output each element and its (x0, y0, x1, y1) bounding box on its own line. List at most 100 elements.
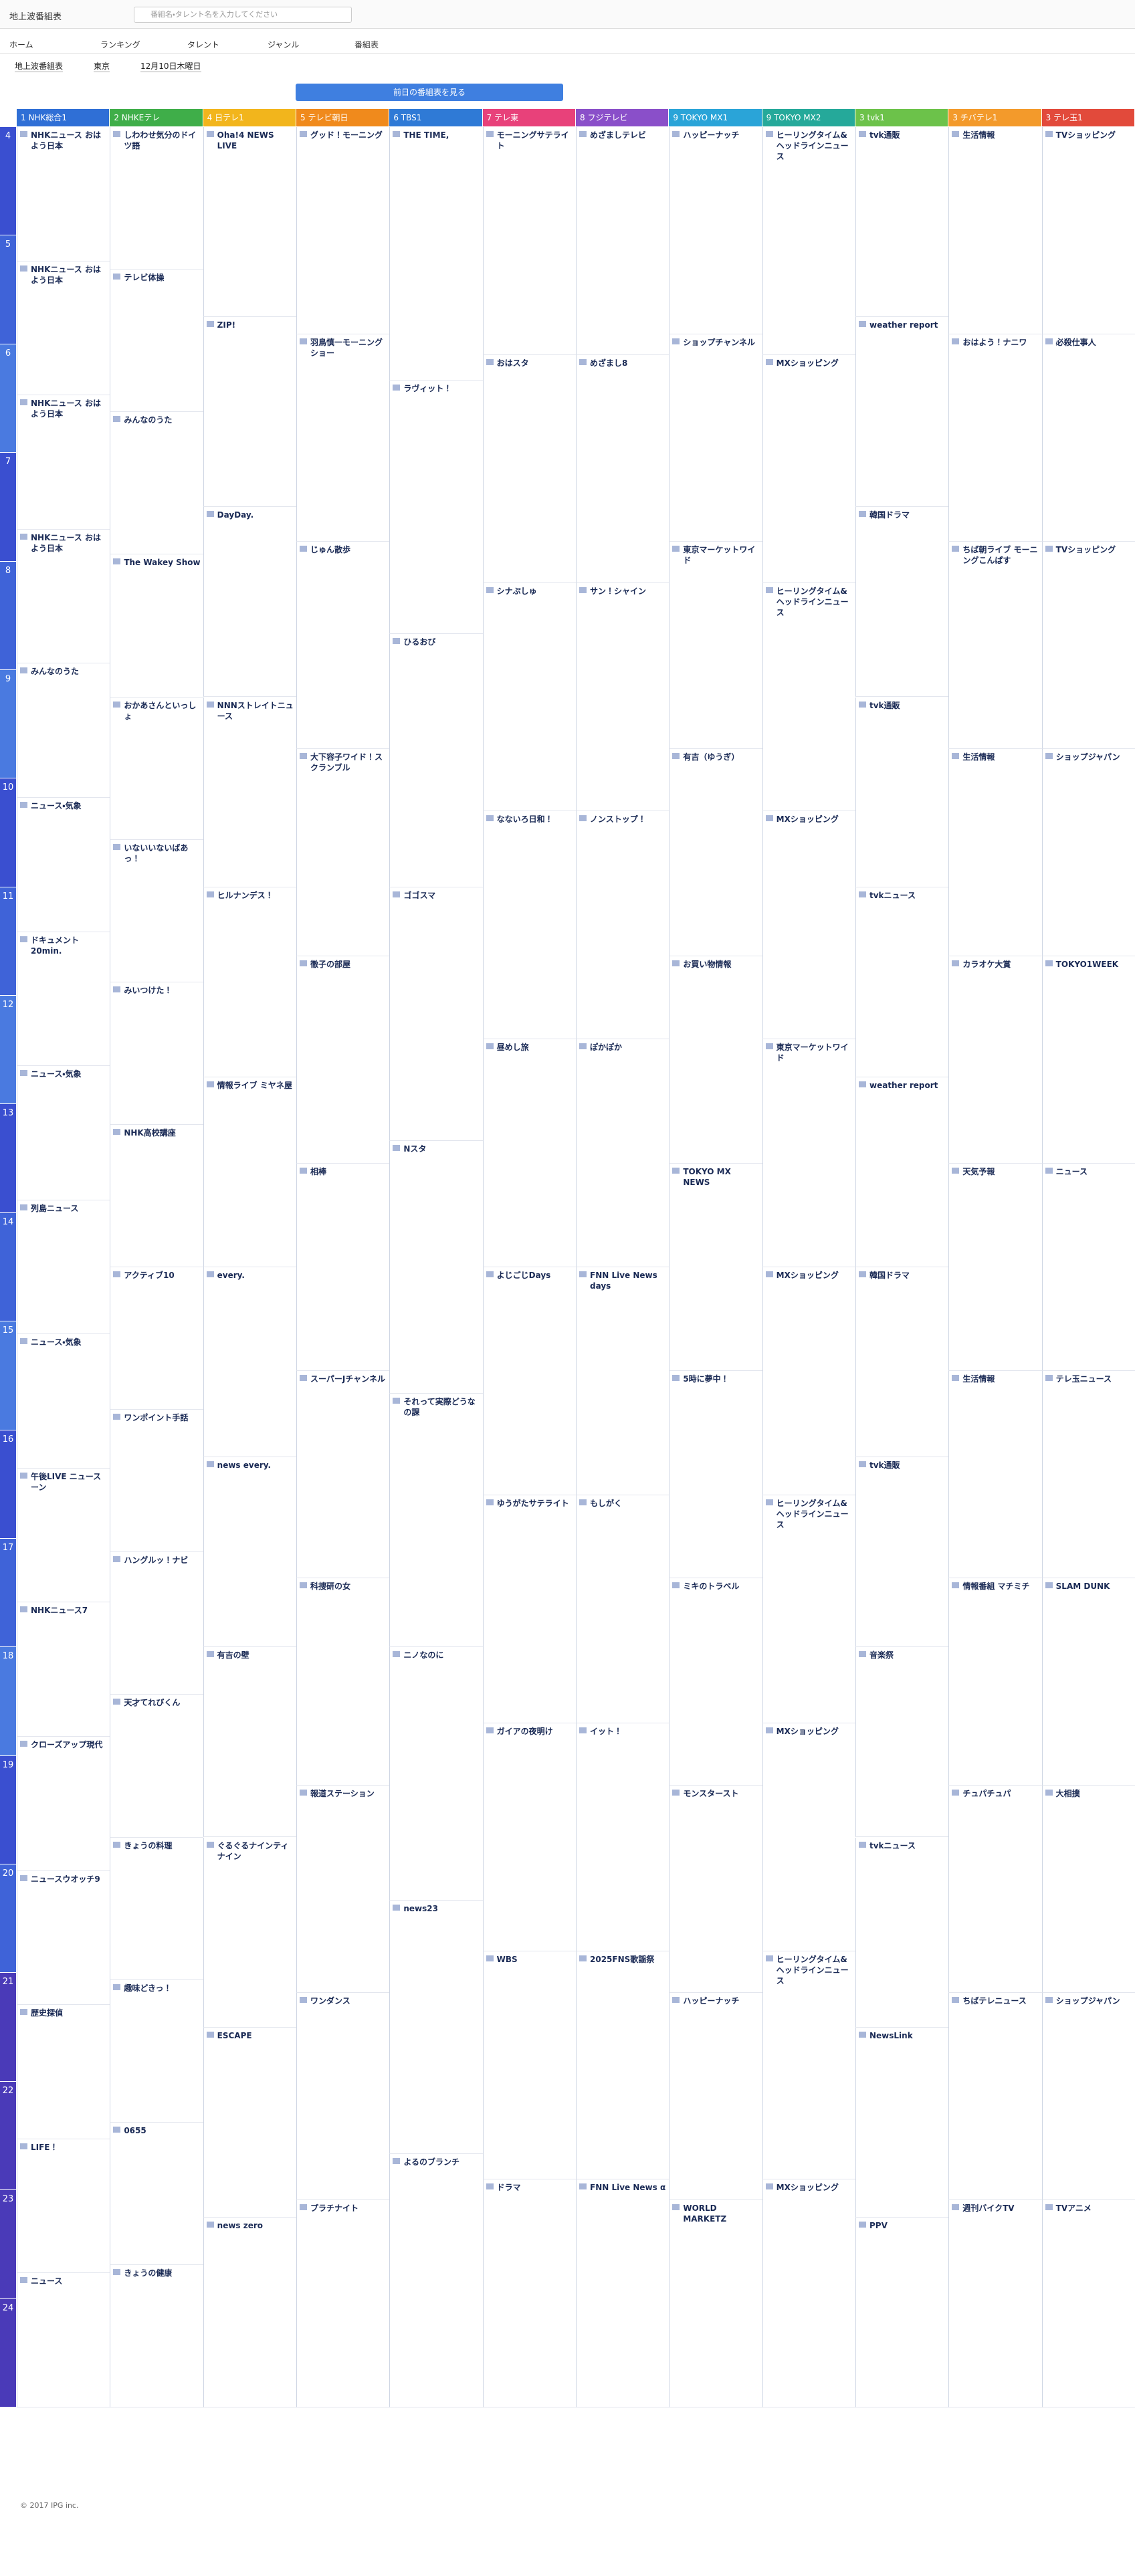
program[interactable]: 羽鳥慎一モーニングショー (296, 334, 390, 542)
program[interactable]: じゅん散歩 (296, 542, 390, 749)
program[interactable]: イット！ (576, 1723, 669, 1951)
filter[interactable]: 12月10日木曜日 (140, 62, 201, 72)
program[interactable]: テレ玉ニュース (1041, 1371, 1135, 1578)
program[interactable]: 科捜研の女 (296, 1578, 390, 1786)
program[interactable]: NNNストレイトニュース (203, 697, 296, 887)
program[interactable]: tvk通販 (855, 697, 949, 887)
program[interactable]: アクティブ10 (110, 1267, 203, 1410)
program[interactable]: チュパチュパ (948, 1786, 1042, 1993)
program[interactable]: ニノなのに (389, 1647, 483, 1901)
program[interactable]: weather report (855, 1077, 949, 1267)
program[interactable]: サン！シャイン (576, 583, 669, 811)
program[interactable]: ヒーリングタイム&ヘッドラインニュース (762, 1495, 855, 1723)
program[interactable]: ニュースウオッチ9 (17, 1870, 110, 2006)
program[interactable]: ヒーリングタイム&ヘッドラインニュース (762, 1951, 855, 2179)
program[interactable]: 生活情報 (948, 1371, 1042, 1578)
program[interactable]: 週刊バイクTV (948, 2200, 1042, 2407)
channel-header[interactable]: 3 tvk1 (855, 109, 948, 126)
program[interactable]: ニュース・気象 (17, 1334, 110, 1469)
program[interactable]: 徹子の部屋 (296, 956, 390, 1164)
program[interactable]: ハッピーナッチ (669, 127, 762, 334)
program[interactable]: ニュース・気象 (17, 797, 110, 932)
program[interactable]: みんなのうた (17, 663, 110, 798)
program[interactable]: TVショッピング (1041, 127, 1135, 334)
program[interactable]: よるのブランチ (389, 2154, 483, 2407)
program[interactable]: 東京マーケットワイド (762, 1039, 855, 1267)
channel-header[interactable]: 8 フジテレビ (576, 109, 669, 126)
program[interactable]: おはスタ (482, 355, 576, 583)
program[interactable]: 情報番組 マチミチ (948, 1578, 1042, 1786)
program[interactable]: きょうの健康 (110, 2264, 203, 2407)
program[interactable]: TOKYO1WEEK (1041, 956, 1135, 1164)
program[interactable]: ちばテレニュース (948, 1993, 1042, 2200)
program[interactable]: ZIP! (203, 317, 296, 508)
program[interactable]: MXショッピング (762, 1267, 855, 1495)
site-label[interactable]: 地上波番組表 (9, 12, 62, 22)
program[interactable]: ワンポイント手話 (110, 1410, 203, 1553)
program[interactable]: クローズアップ現代 (17, 1737, 110, 1871)
program[interactable]: Oha!4 NEWS LIVE (203, 127, 296, 318)
program[interactable]: 韓国ドラマ (855, 1267, 949, 1458)
prev-day-button[interactable]: 前日の番組表を見る (296, 84, 563, 101)
program[interactable]: ショップチャンネル (669, 334, 762, 542)
program[interactable]: 列島ニュース (17, 1200, 110, 1335)
program[interactable]: ぽかぽか (576, 1039, 669, 1267)
nav-item[interactable]: ホーム (9, 40, 33, 49)
program[interactable]: ショップジャパン (1041, 749, 1135, 956)
program[interactable]: 趣味どきっ！ (110, 1979, 203, 2123)
filter[interactable]: 地上波番組表 (15, 62, 64, 72)
program[interactable]: NHKニュース おはよう日本 (17, 395, 110, 530)
program[interactable]: NewsLink (855, 2027, 949, 2218)
program[interactable]: TVアニメ (1041, 2200, 1135, 2407)
program[interactable]: めざましテレビ (576, 127, 669, 355)
channel-header[interactable]: 1 NHK総合1 (17, 109, 110, 126)
program[interactable]: THE TIME, (389, 127, 483, 381)
program[interactable]: 生活情報 (948, 127, 1042, 334)
search-box[interactable]: 番組名・タレント名を入力してください (134, 7, 352, 23)
program[interactable]: おはよう！ナニワ (948, 334, 1042, 542)
program[interactable]: 天気予報 (948, 1164, 1042, 1371)
program[interactable]: news zero (203, 2217, 296, 2407)
program[interactable]: weather report (855, 317, 949, 508)
program[interactable]: ヒルナンデス！ (203, 887, 296, 1077)
program[interactable]: 天才てれびくん (110, 1695, 203, 1838)
nav-item[interactable]: タレント (187, 40, 220, 49)
program[interactable]: NHK高校講座 (110, 1124, 203, 1267)
program[interactable]: 歴史探偵 (17, 2005, 110, 2139)
program[interactable]: めざまし8 (576, 355, 669, 583)
program[interactable]: テレビ体操 (110, 270, 203, 413)
nav-item[interactable]: 番組表 (354, 40, 379, 49)
program[interactable]: 0655 (110, 2122, 203, 2265)
program[interactable]: TOKYO MX NEWS (669, 1164, 762, 1371)
program[interactable]: 東京マーケットワイド (669, 542, 762, 749)
program[interactable]: every. (203, 1267, 296, 1458)
program[interactable]: それって実際どうなの課 (389, 1394, 483, 1648)
program[interactable]: PPV (855, 2217, 949, 2407)
program[interactable]: news23 (389, 1901, 483, 2155)
program[interactable]: MXショッピング (762, 355, 855, 583)
program[interactable]: MXショッピング (762, 2179, 855, 2407)
program[interactable]: なないろ日和！ (482, 811, 576, 1039)
program[interactable]: おかあさんといっしょ (110, 697, 203, 840)
program[interactable]: ESCAPE (203, 2027, 296, 2218)
channel-header[interactable]: 5 テレビ朝日 (296, 109, 389, 126)
program[interactable]: きょうの料理 (110, 1837, 203, 1980)
program[interactable]: いないいないばあっ！ (110, 839, 203, 982)
channel-header[interactable]: 7 テレ東 (482, 109, 575, 126)
program[interactable]: シナぷしゅ (482, 583, 576, 811)
nav-item[interactable]: ランキング (100, 40, 140, 49)
program[interactable]: LIFE！ (17, 2139, 110, 2274)
program[interactable]: スーパーJチャンネル (296, 1371, 390, 1578)
program[interactable]: ちば朝ライブ モーニングこんぱす (948, 542, 1042, 749)
program[interactable]: ハングルッ！ナビ (110, 1552, 203, 1695)
program[interactable]: The Wakey Show (110, 554, 203, 697)
filter[interactable]: 東京 (94, 62, 110, 72)
program[interactable]: プラチナイト (296, 2200, 390, 2407)
program[interactable]: ヒーリングタイム&ヘッドラインニュース (762, 583, 855, 811)
program[interactable]: 昼めし旅 (482, 1039, 576, 1267)
program[interactable]: ラヴィット！ (389, 380, 483, 634)
program[interactable]: ドラマ (482, 2179, 576, 2407)
program[interactable]: モーニングサテライト (482, 127, 576, 355)
program[interactable]: みいつけた！ (110, 982, 203, 1125)
program[interactable]: 有吉の壁 (203, 1647, 296, 1838)
